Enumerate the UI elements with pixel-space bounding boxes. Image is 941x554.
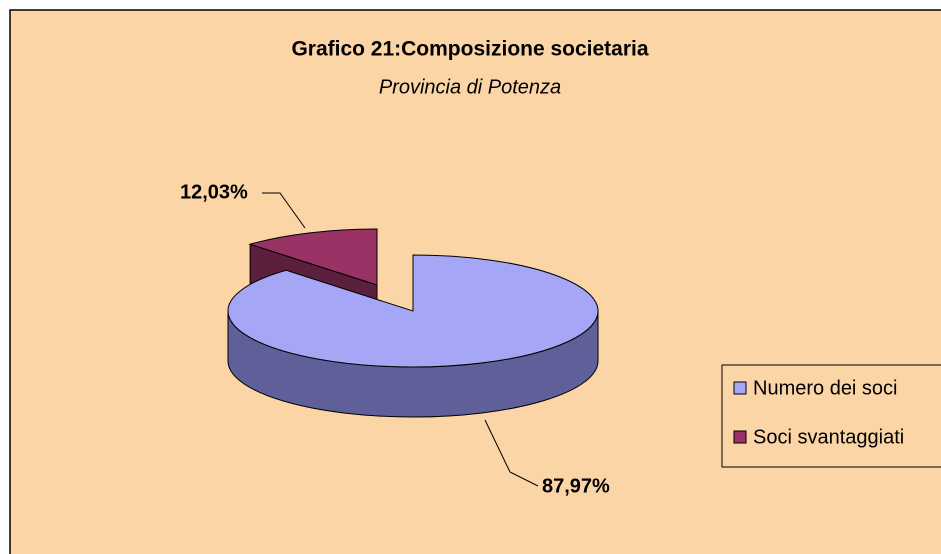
data-label: 12,03% — [180, 181, 248, 203]
chart-subtitle: Provincia di Potenza — [379, 76, 561, 98]
legend — [721, 364, 941, 468]
legend-items: Numero dei soci Soci svantaggiati — [733, 377, 904, 448]
leader-line — [484, 419, 539, 487]
leader-line — [262, 192, 306, 229]
legend-label: Soci svantaggiati — [753, 426, 904, 448]
legend-swatch — [733, 381, 747, 395]
slice-top — [248, 228, 378, 286]
legend-label: Numero dei soci — [753, 377, 898, 399]
data-label: 87,97% — [542, 475, 610, 497]
legend-swatch — [733, 430, 747, 444]
pie — [227, 228, 599, 418]
chart-title: Grafico 21:Composizione societaria — [291, 38, 648, 61]
slice-top — [227, 254, 599, 368]
